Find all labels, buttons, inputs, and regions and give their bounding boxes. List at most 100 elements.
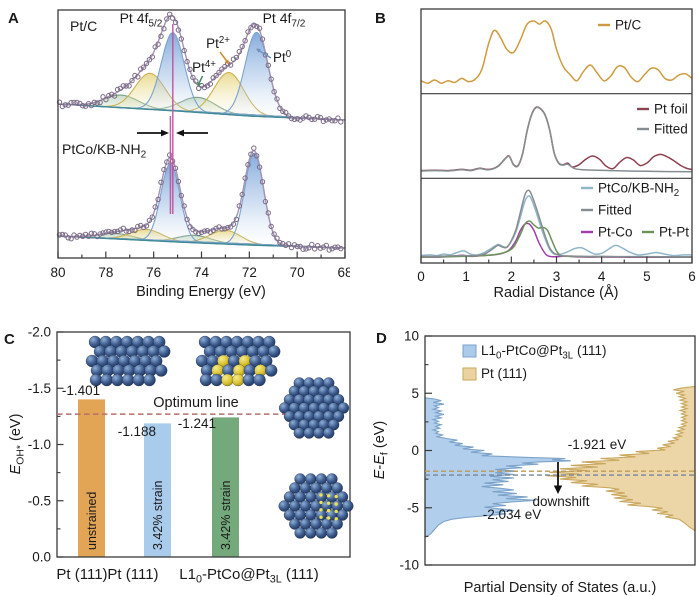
xps-data-point [251,145,257,151]
x-tick-label: 1 [462,269,470,284]
y-tick-label: 10 [404,329,419,344]
xps-data-point [181,203,187,209]
category-label-3: L10-PtCo@Pt3L (111) [179,566,318,586]
y-tick-label: -1.0 [28,437,51,452]
xps-data-point [184,58,190,65]
xps-data-point [164,159,170,165]
xps-data-point [233,54,240,61]
xps-data-point [190,74,196,81]
xps-data-point [320,118,327,125]
xps-data-point [158,33,164,39]
xps-data-point [230,221,237,227]
x-tick-label: 4 [598,269,606,284]
xps-data-point [227,224,234,230]
xps-data-point [62,102,69,108]
dos-area-right [546,385,696,532]
xps-data-point [178,36,185,42]
y-tick-label: -1.5 [28,381,51,396]
xps-data-point [317,114,324,121]
xps-data-point [152,204,158,210]
y-tick-label: 0.0 [32,550,51,565]
legend-swatch-ptco [462,344,477,358]
x-tick-label: 3 [553,269,561,284]
xps-data-point [56,232,63,238]
d-band-center-lines [425,470,695,476]
xps-data-point [204,228,211,234]
bar-value-label-2: -1.188 [118,424,156,439]
xps-data-point [140,224,147,231]
panel-d-axes: 10 5 0 -5 -10 [399,329,696,573]
energy-bar-2 [144,423,171,557]
xps-data-point [149,54,156,60]
peak-label-4f72: Pt 4f7/2 [263,10,306,30]
xps-data-point [239,191,245,198]
xps-data-point [97,99,103,106]
xps-data-point [254,153,260,159]
species-label-pt0: Pt0 [273,49,292,65]
xps-data-point [74,99,80,106]
xps-data-point [65,235,71,241]
panel-a-letter: A [8,10,19,27]
xps-data-point [146,217,153,224]
y-tick-label: 0 [411,443,419,458]
xps-data-point [256,164,263,170]
xps-data-point [256,25,263,31]
xps-data-point [135,223,141,230]
xps-data-point [323,117,329,123]
xps-data-point [196,85,202,92]
panel-b-xlabel: Radial Distance (Å) [494,284,619,300]
xps-data-point [198,229,205,236]
xps-data-point [245,29,251,35]
panel-d-xlabel: Partial Density of States (a.u.) [464,580,657,596]
xps-spectra [56,11,346,253]
xps-data-point [143,60,150,67]
x-tick-label: 76 [146,265,161,280]
bar-strain-label: 3.42% strain [219,480,233,550]
y-tick-label: -5 [407,500,419,515]
bar-strain-label: 3.42% strain [151,480,165,550]
xps-data-point [288,244,295,251]
xps-data-point [332,244,338,250]
xps-data-point [303,113,309,119]
xps-data-point [109,229,115,236]
xps-data-point [135,74,141,80]
xps-envelope [57,149,346,249]
xps-data-point [265,62,271,69]
xps-data-point [335,244,341,250]
exafs-curves [420,20,693,258]
dos-areas [424,385,696,539]
dband-value-ptco: -2.034 eV [483,507,542,522]
xps-data-point [155,41,161,47]
xps-data-point [277,105,283,112]
sample-label-ptco: PtCo/KB-NH2 [62,141,147,161]
xps-data-point [146,57,153,63]
xps-data-point [271,231,277,237]
xps-data-point [62,232,69,238]
xps-data-point [80,103,86,109]
legend-label: PtCo/KB-NH2 [598,181,679,200]
xps-data-point [280,108,286,115]
ptco-nanoparticle-inset [278,473,354,539]
xps-data-point [227,62,234,68]
xps-data-point [184,216,190,223]
xps-data-point [103,96,109,103]
xps-data-point [274,96,280,102]
ptco-slab-inset [195,335,281,387]
xps-data-point [106,92,112,99]
species-annotation-arrows [197,48,272,87]
xps-data-point [123,228,129,234]
xps-data-point [306,245,312,251]
xps-data-point [283,242,289,249]
panel-b-legends: Pt/C Pt foil Fitted PtCo/KB-NH2 Fitted Pt-Co P… [581,18,689,240]
optimum-line-label: Optimum line [153,395,238,411]
xps-data-point [126,228,132,235]
x-tick-label: 80 [50,265,65,280]
xps-data-point [187,224,193,230]
x-tick-label: 70 [290,265,305,280]
xps-data-point [277,239,283,246]
category-label-2: Pt (111) [107,566,158,583]
panel-b-exafs: 0 1 2 3 4 5 6 Pt/C Pt foil Fitted PtCo/KB-NH2 Fitt… [375,8,696,300]
xps-data-point [91,99,98,106]
xps-data-point [222,63,228,70]
